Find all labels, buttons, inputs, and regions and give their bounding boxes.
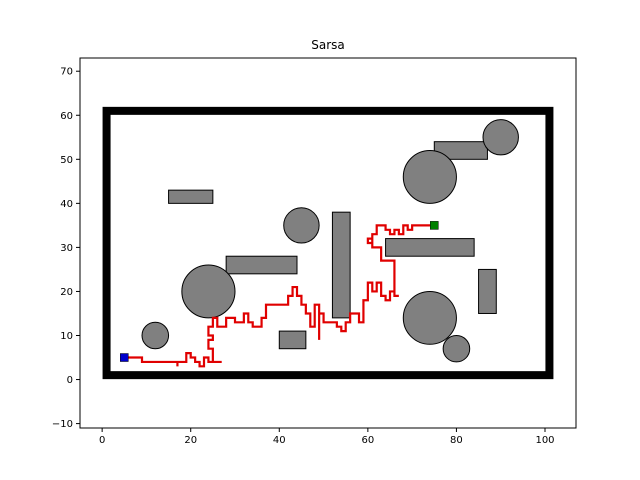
circle-obstacle <box>482 119 519 156</box>
boundary-wall <box>102 106 554 380</box>
y-tick-label: 40 <box>60 199 73 210</box>
circle-obstacle <box>181 264 236 319</box>
rect-obstacle <box>225 255 298 275</box>
y-tick-label: 70 <box>60 67 73 78</box>
circle-obstacle <box>141 321 170 350</box>
y-tick-label: 30 <box>60 243 73 254</box>
agent-path <box>124 224 435 368</box>
x-axis: 0 20 40 60 80 100 <box>99 428 555 446</box>
rect-obstacle <box>331 211 351 319</box>
x-tick-label: 20 <box>184 435 197 446</box>
x-tick-label: 60 <box>361 435 374 446</box>
y-tick-label: −10 <box>52 419 73 430</box>
circle-obstacle <box>402 150 457 204</box>
x-tick-label: 100 <box>535 435 554 446</box>
axes-frame <box>79 57 577 429</box>
circle-obstacle <box>283 207 320 244</box>
y-tick-label: 50 <box>60 155 73 166</box>
y-axis: −10 0 10 20 30 40 50 60 70 <box>52 67 80 430</box>
y-tick-label: 0 <box>67 375 73 386</box>
y-tick-label: 60 <box>60 111 73 122</box>
rect-obstacle <box>478 268 497 314</box>
plot-area <box>102 106 554 380</box>
chart-title: Sarsa <box>311 38 345 52</box>
x-tick-label: 0 <box>99 435 105 446</box>
rect-obstacle <box>168 189 214 204</box>
y-tick-label: 20 <box>60 287 73 298</box>
rect-obstacle <box>385 238 475 257</box>
y-tick-label: 10 <box>60 331 73 342</box>
x-tick-label: 80 <box>450 435 463 446</box>
rect-obstacle <box>278 330 307 350</box>
circle-obstacle <box>442 335 471 363</box>
start-marker <box>120 353 129 362</box>
x-tick-label: 40 <box>273 435 286 446</box>
goal-marker <box>430 221 439 230</box>
circle-obstacle <box>402 290 457 345</box>
